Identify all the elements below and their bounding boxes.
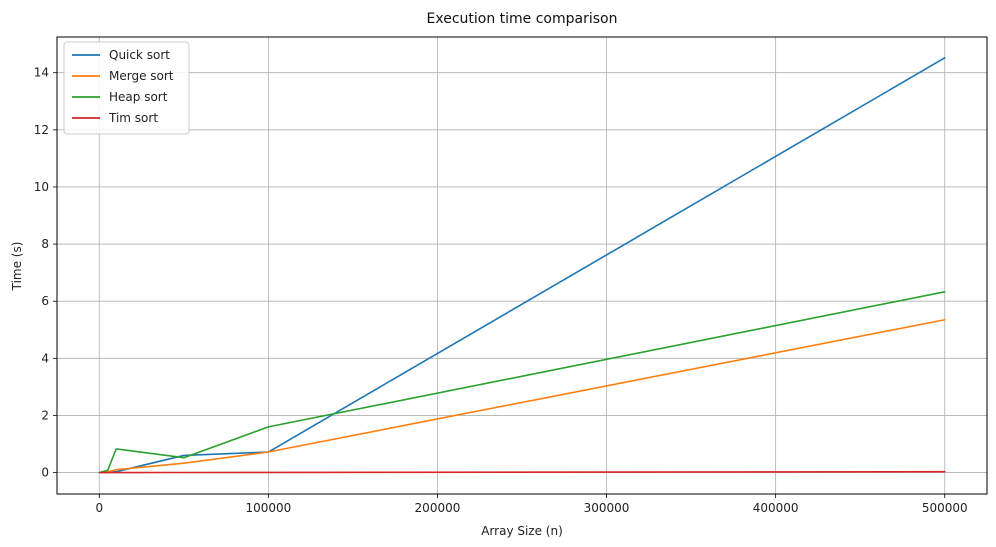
plot-frame	[56, 36, 988, 495]
y-tick-label: 6	[41, 294, 49, 308]
grid	[57, 37, 987, 494]
x-tick-label: 0	[95, 501, 103, 515]
x-axis-label: Array Size (n)	[481, 524, 563, 538]
legend-box	[63, 41, 190, 135]
chart-title: Execution time comparison	[427, 11, 618, 27]
series-line-quick-sort	[98, 57, 946, 474]
x-tick-label: 100000	[245, 501, 291, 515]
y-tick-label: 12	[34, 123, 49, 137]
y-tick-label: 4	[41, 351, 49, 365]
legend-label: Quick sort	[109, 48, 170, 62]
legend-label: Tim sort	[108, 111, 158, 125]
y-tick-label: 2	[41, 408, 49, 422]
x-tick-label: 300000	[584, 501, 630, 515]
legend-label: Heap sort	[109, 90, 168, 104]
ticks: 0 100000 200000 300000 400000 500000 0 2 4 6 8 10 12…	[34, 66, 968, 515]
y-tick-label: 0	[41, 466, 49, 480]
series-line-tim-sort	[98, 470, 946, 474]
x-tick-label: 400000	[753, 501, 799, 515]
legend: Quick sort Merge sort Heap sort Tim sort	[63, 41, 190, 135]
y-tick-label: 14	[34, 66, 49, 80]
y-tick-label: 8	[41, 237, 49, 251]
y-axis-label: Time (s)	[10, 242, 24, 292]
series-line-merge-sort	[98, 318, 946, 474]
y-tick-label: 10	[34, 180, 49, 194]
series-line-heap-sort	[98, 290, 946, 474]
series-layer	[98, 57, 946, 474]
x-tick-label: 500000	[922, 501, 968, 515]
legend-label: Merge sort	[109, 69, 174, 83]
x-tick-label: 200000	[415, 501, 461, 515]
